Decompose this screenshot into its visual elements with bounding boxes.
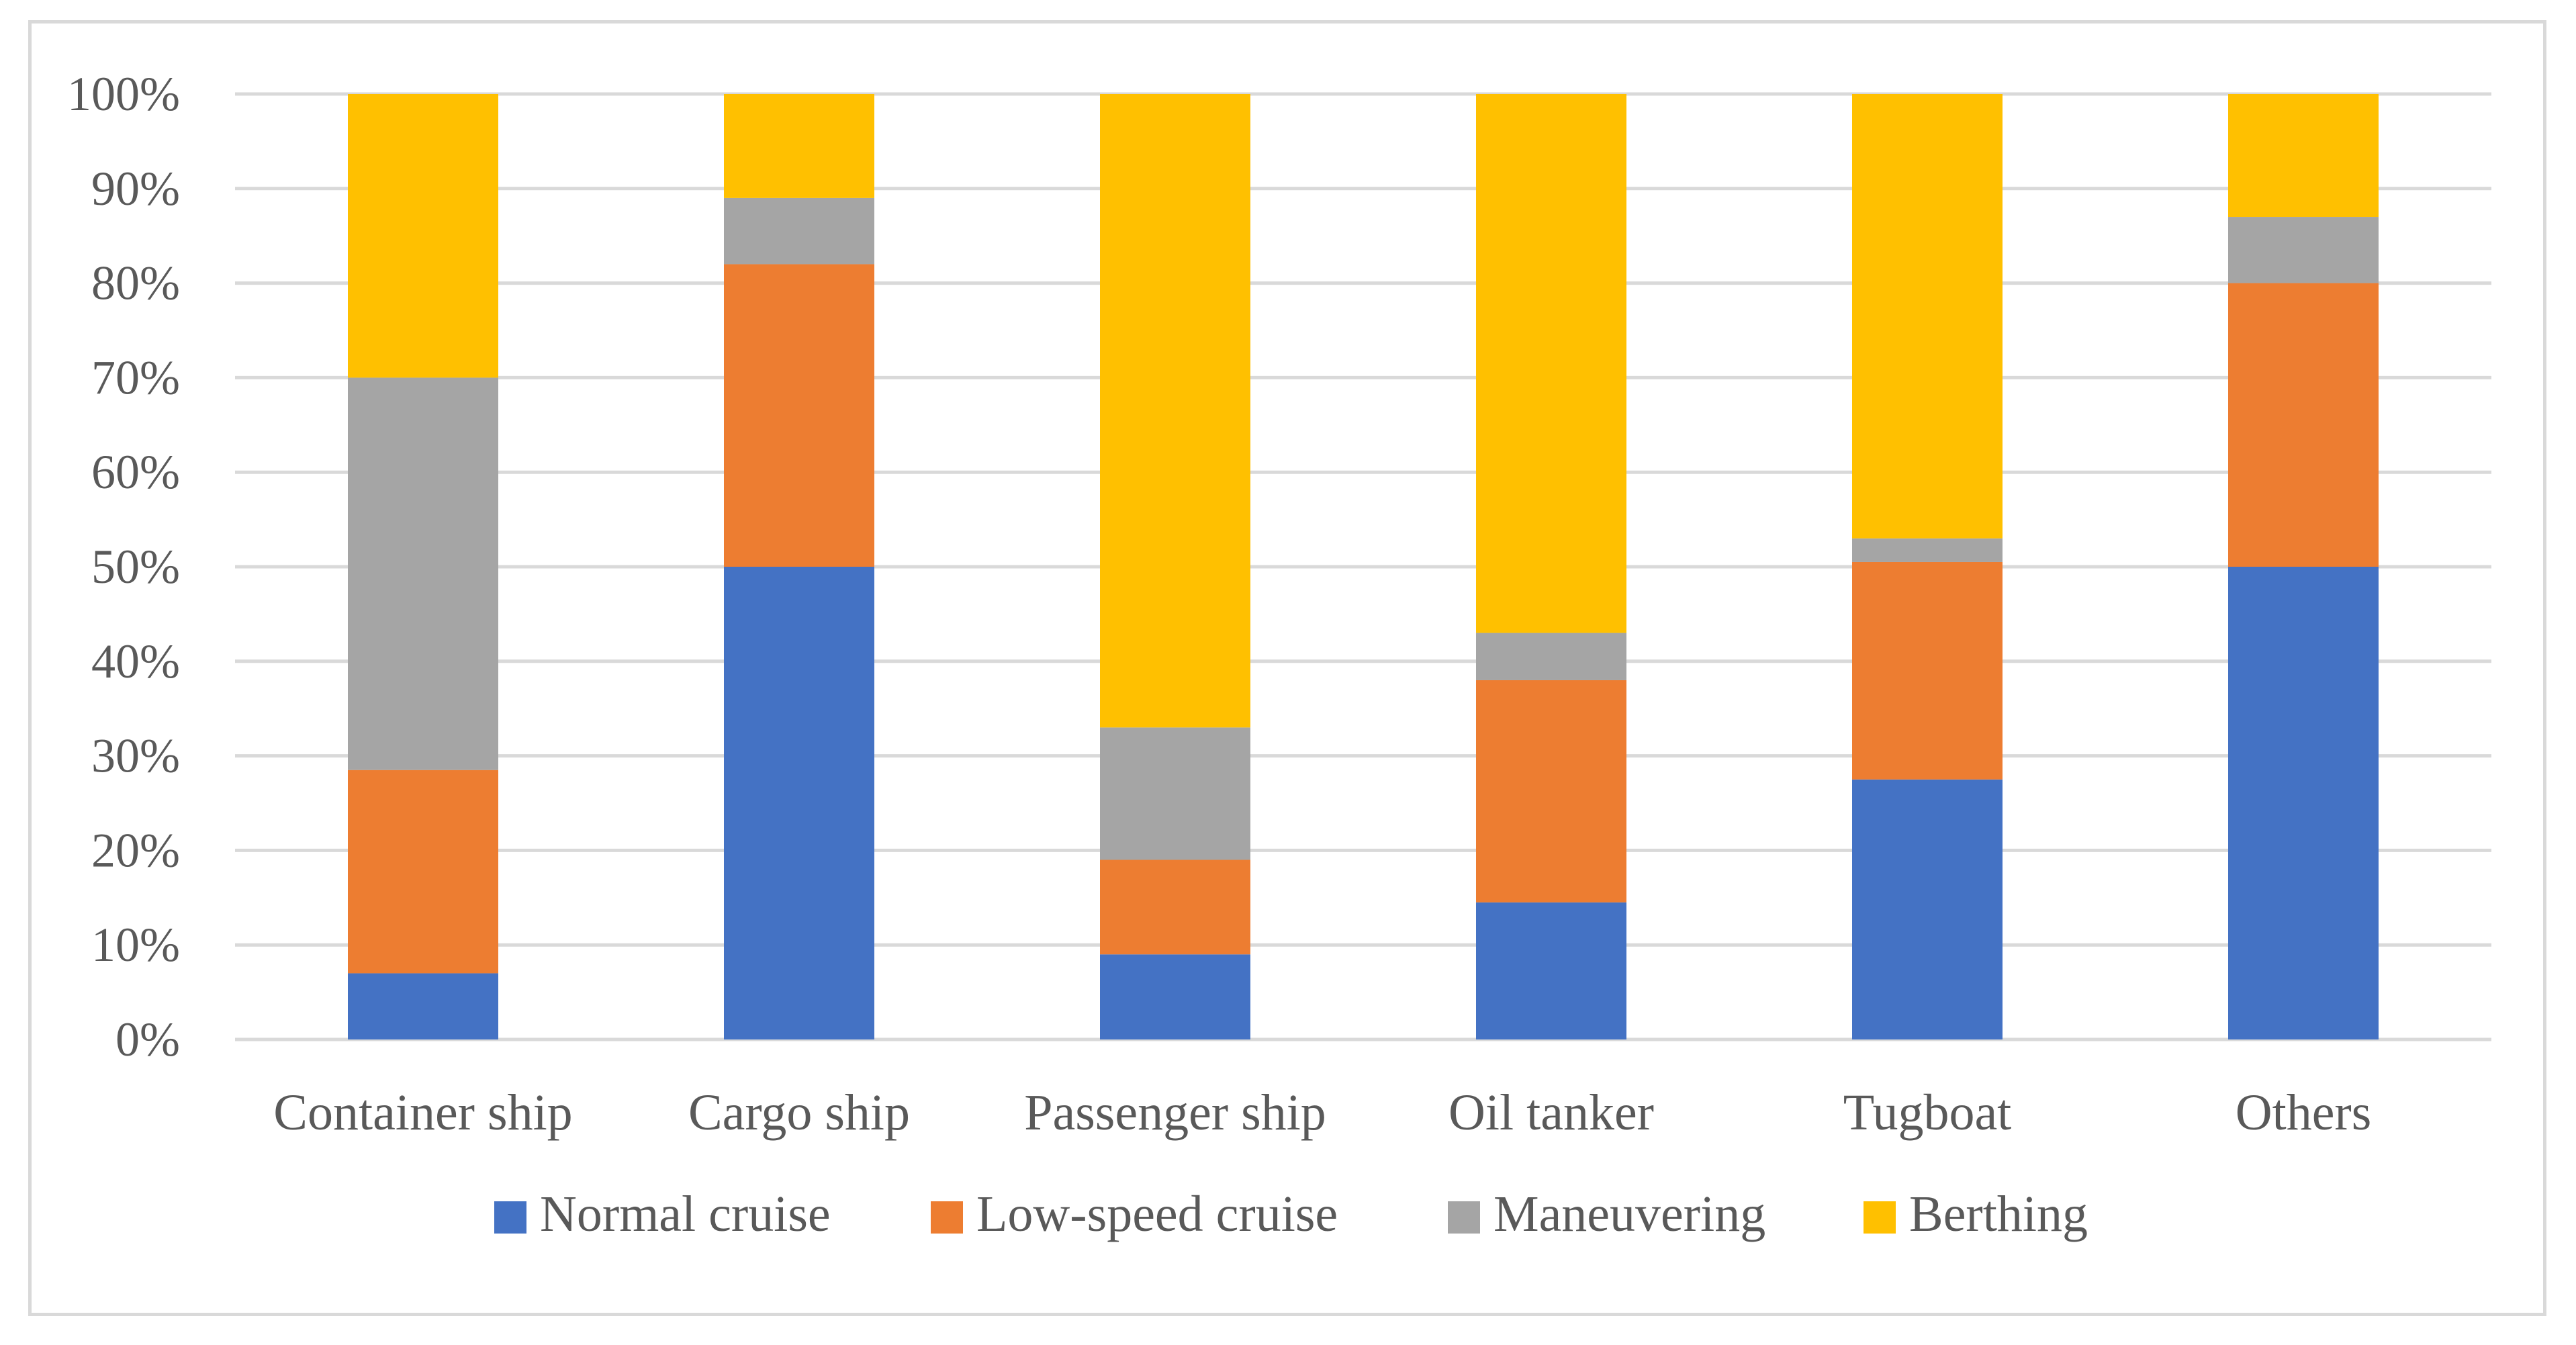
bar-segment [1852,94,2003,539]
bar-segment [348,94,498,378]
y-tick-label: 10% [91,918,180,972]
gridlines [235,92,2491,1041]
legend-swatch [1448,1201,1480,1234]
y-tick-label: 30% [91,729,180,783]
legend: Normal cruise Low-speed cruise Maneuvering… [494,1186,2088,1242]
bars [348,94,2379,1039]
bar-segment [1100,860,1250,955]
bar-segment [724,94,874,198]
y-tick-label: 0% [116,1013,180,1066]
x-category-label: Cargo ship [688,1084,910,1141]
legend-swatch [931,1201,963,1234]
bar-segment [1100,727,1250,860]
legend-swatch [494,1201,526,1234]
x-category-label: Oil tanker [1448,1084,1654,1141]
bar-segment [348,973,498,1039]
y-axis-ticks: 0% 10% 20% 30% 40% 50% 60% 70% 80% 90% 100% [67,67,180,1066]
y-tick-label: 90% [91,162,180,216]
x-category-label: Passenger ship [1024,1084,1326,1141]
bar-segment [348,377,498,770]
legend-label: Normal cruise [540,1186,831,1242]
bar-segment [1476,680,1626,902]
legend-label: Maneuvering [1493,1186,1765,1242]
bar-segment [2228,567,2379,1039]
y-tick-label: 20% [91,823,180,877]
bar-segment [724,264,874,567]
y-tick-label: 50% [91,540,180,594]
y-tick-label: 80% [91,257,180,310]
y-tick-label: 60% [91,445,180,499]
bar-segment [1100,954,1250,1039]
bar-segment [1476,902,1626,1039]
y-tick-label: 70% [91,351,180,404]
bar-segment [2228,283,2379,567]
bar-segment [2228,217,2379,283]
bar-segment [724,197,874,265]
legend-swatch [1864,1201,1896,1234]
bar-segment [724,567,874,1039]
bar-segment [1852,779,2003,1039]
legend-label: Berthing [1909,1186,2088,1242]
bar-segment [1852,561,2003,780]
bar-segment [1476,94,1626,633]
bar-segment [1100,94,1250,728]
x-axis-categories: Container ship Cargo ship Passenger ship Oi… [273,1084,2371,1141]
bar-segment [2228,94,2379,218]
x-category-label: Container ship [273,1084,572,1141]
x-category-label: Tugboat [1843,1084,2012,1141]
bar-segment [1852,538,2003,562]
bar-segment [1476,633,1626,680]
legend-label: Low-speed cruise [976,1186,1338,1242]
y-tick-label: 40% [91,635,180,688]
bar-segment [348,770,498,974]
x-category-label: Others [2236,1084,2372,1141]
y-tick-label: 100% [67,67,180,121]
